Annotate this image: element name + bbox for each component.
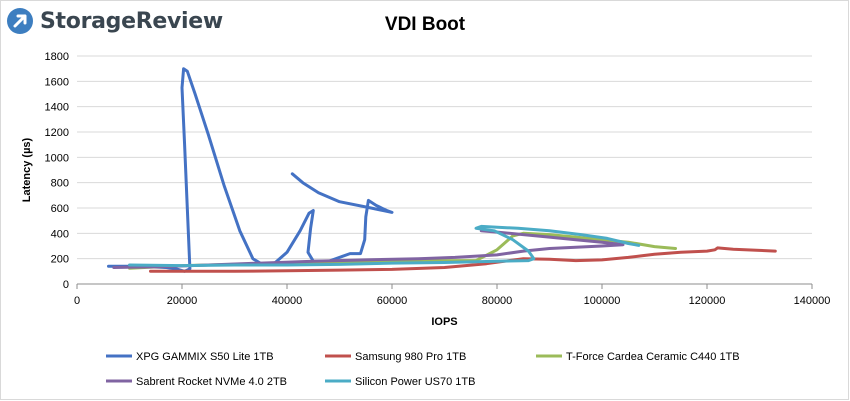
x-tick-label: 120000 (689, 295, 726, 307)
legend-label: Sabrent Rocket NVMe 4.0 2TB (136, 376, 287, 388)
x-axis-label: IOPS (431, 316, 457, 328)
y-tick-label: 400 (51, 228, 69, 240)
x-tick-label: 100000 (584, 295, 621, 307)
series-line-silicon-power-us70-1tb (128, 224, 641, 268)
x-tick-label: 80000 (482, 295, 513, 307)
legend-label: Silicon Power US70 1TB (355, 376, 475, 388)
y-tick-label: 1400 (45, 102, 69, 114)
y-tick-label: 1200 (45, 127, 69, 139)
legend-label: XPG GAMMIX S50 Lite 1TB (136, 351, 274, 363)
y-tick-label: 600 (51, 203, 69, 215)
y-tick-label: 1600 (45, 76, 69, 88)
series-line-samsung-980-pro-1tb (149, 246, 777, 273)
y-tick-label: 1000 (45, 152, 69, 164)
y-tick-label: 0 (63, 279, 69, 291)
x-tick-label: 20000 (167, 295, 198, 307)
y-tick-label: 800 (51, 178, 69, 190)
brand-name: StorageReview (40, 8, 223, 34)
series-line-sabrent-rocket-nvme-4-0-2tb (112, 229, 625, 269)
storagereview-logo-icon (7, 8, 33, 34)
y-tick-label: 200 (51, 254, 69, 266)
legend-label: T-Force Cardea Ceramic C440 1TB (566, 351, 740, 363)
y-tick-label: 1800 (45, 51, 69, 63)
y-axis-label: Latency (µs) (21, 137, 33, 202)
series-line-xpg-gammix-s50-lite-1tb (107, 67, 394, 273)
x-tick-label: 40000 (272, 295, 303, 307)
legend-label: Samsung 980 Pro 1TB (355, 351, 466, 363)
brand-logo: StorageReview (6, 5, 223, 37)
x-tick-label: 60000 (377, 295, 408, 307)
x-tick-label: 0 (74, 295, 80, 307)
chart-title: VDI Boot (384, 14, 466, 35)
x-tick-label: 140000 (794, 295, 831, 307)
